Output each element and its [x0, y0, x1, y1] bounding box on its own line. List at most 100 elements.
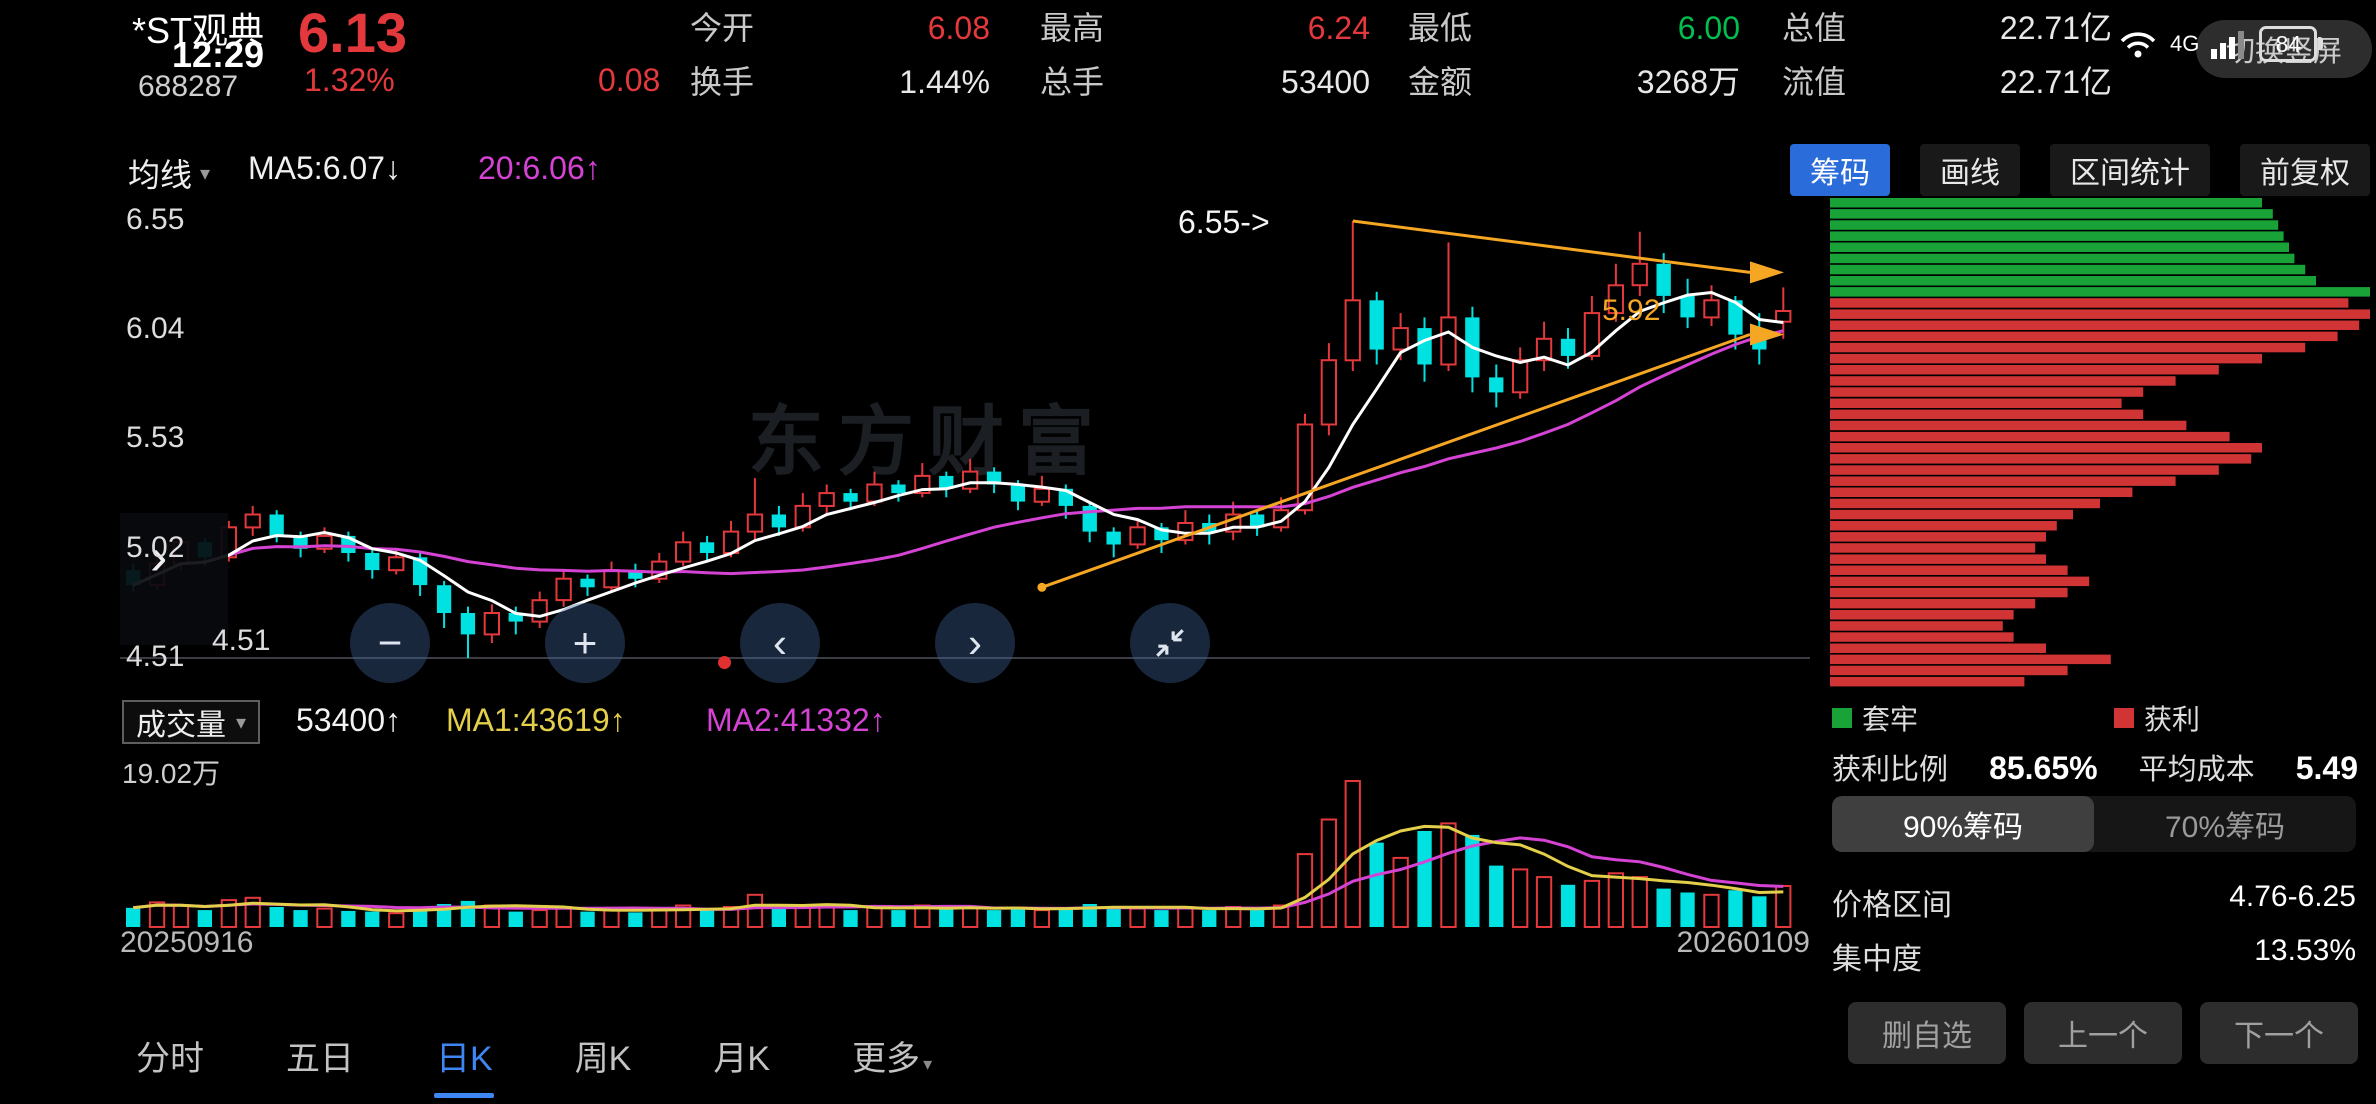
date-axis: 20250916 20260109	[120, 926, 1810, 960]
delete-watchlist-button[interactable]: 删自选	[1848, 1002, 2006, 1064]
minus-icon: −	[377, 619, 403, 666]
tab-label: 更多	[852, 1039, 921, 1078]
volume-ma2-readout: MA2:41332↑	[706, 702, 886, 738]
tab-weekly-k[interactable]: 周K	[575, 1031, 632, 1080]
range-stats-button[interactable]: 区间统计	[2050, 144, 2210, 196]
legend-label: 获利	[2144, 704, 2201, 735]
ma-selector[interactable]: 均线 ▾	[128, 150, 210, 196]
volume-ma1-readout: MA1:43619↑	[446, 702, 626, 738]
wifi-icon	[2120, 32, 2156, 58]
tab-five-day[interactable]: 五日	[286, 1031, 354, 1080]
signal-bars-icon	[2211, 31, 2245, 59]
stat-label: 最高	[1040, 10, 1105, 46]
stat-column-caps: 总值 22.71亿 流值 22.71亿	[1782, 8, 2112, 102]
quote-header: 12:29 *ST观典 688287 6.13 1.32% 0.08 今开 6.0…	[0, 0, 2376, 140]
chip-histogram[interactable]	[1830, 198, 2376, 688]
next-stock-button[interactable]: 下一个	[2200, 1002, 2358, 1064]
tab-label: 周K	[574, 1039, 632, 1078]
high-annotation: 6.55->	[1178, 204, 1270, 240]
zoom-out-button[interactable]: −	[350, 603, 430, 683]
date-end-label: 20260109	[1676, 926, 1810, 959]
price-range-value: 4.76-6.25	[2229, 880, 2356, 913]
collapse-chart-button[interactable]	[1130, 603, 1210, 683]
kline-chart[interactable]: 东方财富 6.55 6.04 5.53 5.02 4.51 6.55-> 5.9…	[120, 198, 1810, 690]
legend-label: 套牢	[1862, 704, 1919, 735]
stat-value: 6.00	[1677, 10, 1740, 46]
trapped-color-swatch	[1832, 708, 1852, 728]
stat-label: 总手	[1040, 64, 1105, 100]
tab-monthly-k[interactable]: 月K	[713, 1031, 770, 1080]
tab-label: 五日	[286, 1039, 354, 1078]
y-axis-label: 5.02	[126, 531, 185, 564]
battery-icon: 84	[2259, 26, 2324, 62]
stock-nav-buttons: 删自选 上一个 下一个	[1848, 1002, 2360, 1064]
volume-axis-max-label: 19.02万	[122, 758, 221, 789]
trend-price-label: 5.92	[1602, 294, 1661, 327]
watermark: 东方财富	[748, 400, 1108, 485]
expand-panel-button[interactable]: ›	[120, 513, 228, 645]
active-tab-underline	[434, 1092, 495, 1098]
concentration-row: 集中度 13.53%	[1832, 934, 2356, 978]
pan-left-button[interactable]: ‹	[740, 603, 820, 683]
stat-value: 1.44%	[899, 64, 990, 100]
ma5-readout: MA5:6.07↓	[248, 150, 401, 186]
stock-name: *ST观典	[132, 10, 265, 51]
tab-more[interactable]: 更多 ▾	[852, 1031, 932, 1080]
chip-stats-row: 获利比例 85.65% 平均成本 5.49	[1832, 746, 2358, 788]
y-axis-label: 5.53	[126, 421, 185, 454]
zoom-in-button[interactable]: +	[545, 603, 625, 683]
toolbar-buttons: 筹码 画线 区间统计 前复权	[1790, 144, 2370, 196]
concentration-label: 集中度	[1832, 943, 1922, 976]
stock-code: 688287	[138, 70, 239, 103]
stat-label: 总值	[1782, 10, 1847, 46]
chip-range-toggle: 90%筹码 70%筹码	[1832, 796, 2356, 852]
chevron-right-icon: ›	[968, 619, 982, 666]
stat-label: 金额	[1408, 64, 1473, 100]
triangle-icon: ▾	[923, 1053, 933, 1074]
volume-chart[interactable]	[120, 778, 1810, 930]
volume-selector-label: 成交量	[136, 709, 226, 742]
profit-ratio-label: 获利比例	[1832, 754, 1949, 786]
last-price: 6.13	[298, 1, 407, 64]
tab-daily-k[interactable]: 日K	[434, 1031, 495, 1098]
volume-selector[interactable]: 成交量 ▾	[122, 700, 261, 744]
chip-70-option[interactable]: 70%筹码	[2164, 811, 2286, 844]
previous-stock-button[interactable]: 上一个	[2024, 1002, 2182, 1064]
stat-value: 22.71亿	[1999, 10, 2112, 46]
tab-label: 日K	[436, 1039, 493, 1078]
dropdown-triangle-icon: ▾	[200, 162, 211, 185]
ma-selector-label: 均线	[128, 157, 193, 193]
stat-column-open-turnover: 今开 6.08 换手 1.44%	[690, 8, 990, 102]
price-range-row: 价格区间 4.76-6.25	[1832, 880, 2356, 924]
y-axis-label: 4.51	[126, 640, 185, 673]
concentration-value: 13.53%	[2254, 934, 2356, 967]
change-amount: 0.08	[598, 62, 661, 98]
volume-canvas[interactable]	[120, 778, 1810, 930]
record-indicator-dot	[718, 656, 731, 669]
chip-legend: 套牢 获利	[1832, 698, 2200, 738]
battery-level: 84	[2275, 30, 2302, 57]
stat-value: 6.24	[1307, 10, 1370, 46]
chart-toolbar: 均线 ▾ MA5:6.07↓ 20:6.06↑ 筹码 画线 区间统计 前复权	[0, 142, 2376, 196]
plus-icon: +	[572, 619, 598, 666]
stat-value: 3268万	[1636, 64, 1740, 100]
chip-90-option[interactable]: 90%筹码	[1832, 796, 2094, 852]
dropdown-triangle-icon: ▾	[236, 711, 247, 734]
stat-value: 53400	[1281, 64, 1370, 100]
tab-minute[interactable]: 分时	[136, 1031, 204, 1080]
chip-button[interactable]: 筹码	[1790, 144, 1890, 196]
stat-value: 22.71亿	[1999, 64, 2112, 100]
avg-cost-value: 5.49	[2295, 750, 2358, 786]
network-type-label: 4G	[2170, 31, 2200, 56]
legend-trapped: 套牢	[1832, 698, 1918, 738]
pan-right-button[interactable]: ›	[935, 603, 1015, 683]
draw-line-button[interactable]: 画线	[1920, 144, 2020, 196]
stat-label: 流值	[1782, 64, 1847, 100]
collapse-icon	[1156, 629, 1184, 657]
stat-label: 换手	[690, 64, 755, 100]
forward-adjust-button[interactable]: 前复权	[2240, 144, 2370, 196]
date-start-label: 20250916	[120, 926, 254, 959]
profit-color-swatch	[2114, 708, 2135, 728]
stat-value: 6.08	[927, 10, 990, 46]
